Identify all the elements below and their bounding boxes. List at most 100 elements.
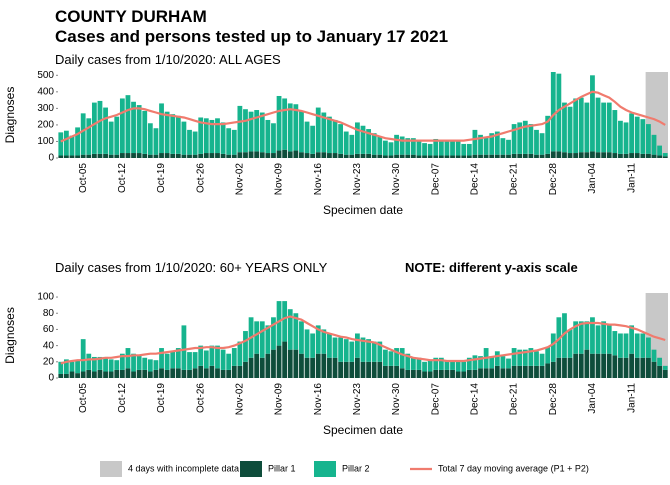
bar-segment [170,153,176,158]
bar-segment [450,369,455,378]
bar-segment [310,357,316,378]
bar-segment [164,153,170,158]
bar-segment [103,356,108,372]
bar-segment [399,154,405,158]
bar-segment [147,154,153,158]
bar-segment [651,154,657,158]
bar-segment [125,368,131,378]
bar-segment [304,121,310,154]
bar-segment [466,155,472,158]
bar-segment [86,369,92,378]
bar-segment [511,124,517,154]
bar-segment [131,371,136,378]
x-tick-label: Jan-11 [626,163,637,193]
bar-segment [153,154,159,158]
bar-segment [646,124,651,154]
bar-segment [388,142,394,156]
bar-segment [164,369,170,378]
bar-segment [562,152,567,158]
bar-segment [103,107,108,154]
bar-segment [640,333,646,358]
bar-segment [618,333,623,358]
bar-segment [243,331,248,362]
bar-segment [142,369,148,378]
bar-segment [450,155,455,158]
bar-segment [203,118,209,154]
bar-segment [159,103,164,154]
bar-segment [556,317,562,358]
bar-segment [377,136,383,155]
bar-segment [450,360,455,370]
bar-segment [310,153,316,158]
bar-segment [293,349,299,378]
bar-segment [119,369,125,378]
bar-segment [528,365,534,378]
bar-segment [209,153,215,158]
title: COUNTY DURHAM [55,7,207,26]
bar-segment [187,154,192,158]
bar-segment [147,371,153,378]
bar-segment [282,341,288,378]
bar-segment [517,365,523,378]
bar-segment [472,154,478,158]
bar-segment [455,155,461,158]
bar-segment [355,333,360,358]
x-tick-label: Dec-28 [548,163,559,196]
bar-segment [623,153,629,158]
bar-segment [506,154,511,158]
bar-segment [662,365,668,370]
bar-segment [399,368,405,378]
bar-segment [478,154,483,158]
bar-segment [254,151,260,158]
bar-segment [634,357,640,378]
bar-segment [332,337,338,358]
x-tick-label: Nov-16 [313,163,324,196]
bar-segment [355,153,360,158]
bar-segment [427,143,433,156]
bar-segment [338,337,344,362]
x-tick-label: Nov-02 [235,163,246,196]
bar-segment [69,135,75,156]
bar-segment [545,115,551,154]
y-tick-label: 100 [37,136,54,147]
bar-segment [371,154,377,158]
bar-segment [327,116,332,154]
bar-segment [427,371,433,378]
bar-segment [237,365,243,378]
bar-segment [159,153,164,158]
bar-segment [567,153,573,158]
bar-segment [265,119,271,154]
bar-segment [310,333,316,358]
bar-segment [282,98,288,150]
bar-segment [209,119,215,154]
bar-segment [405,154,411,158]
bar-segment [159,368,164,378]
bar-segment [371,341,377,362]
bar-segment [343,131,349,155]
y-axis-label: Diagnoses [3,87,17,144]
x-tick-label: Oct-12 [117,383,128,413]
bar-segment [489,154,495,158]
bar-segment [478,356,483,369]
bar-segment [461,155,467,158]
bar-segment [433,155,439,158]
bar-segment [237,105,243,153]
bar-segment [438,155,444,158]
bar-segment [595,353,601,378]
bar-segment [377,341,383,362]
bar-segment [125,348,131,369]
bar-segment [75,361,80,374]
x-tick-label: Dec-21 [509,383,520,416]
bar-segment [315,325,321,354]
bar-segment [388,351,394,366]
bar-segment [321,112,327,153]
subtitle: Cases and persons tested up to January 1… [55,27,448,46]
bar-segment [438,357,444,370]
bar-segment [220,153,226,158]
x-axis-label: Specimen date [323,203,403,217]
x-tick-label: Dec-28 [548,383,559,416]
bar-segment [243,109,248,153]
bar-segment [466,357,472,370]
bar-segment [601,152,607,158]
bar-segment [327,357,332,378]
